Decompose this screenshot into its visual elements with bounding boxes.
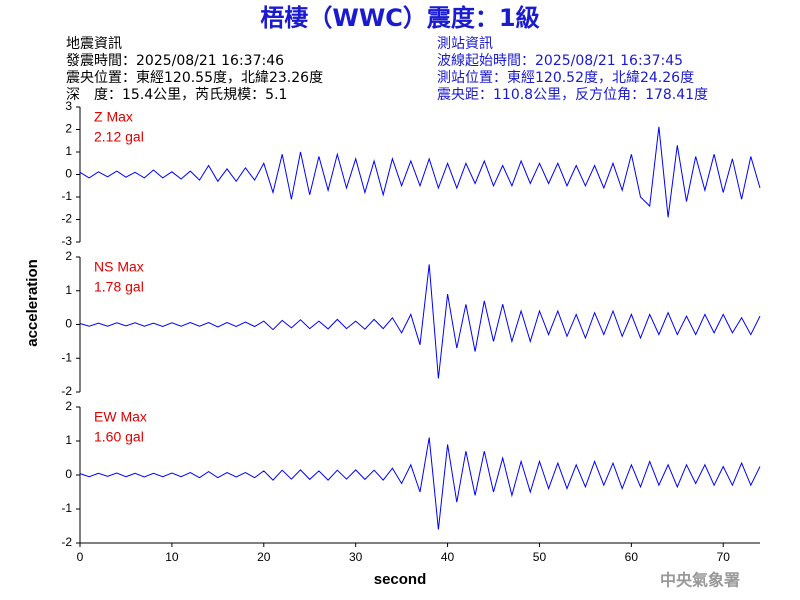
component-name: Z Max xyxy=(94,109,133,125)
waveform xyxy=(79,126,761,218)
chart-title: 梧棲（WWC）震度：1級 xyxy=(260,4,539,32)
station-info-right: 測站資訊 xyxy=(437,36,493,52)
y-tick-label: 0 xyxy=(65,167,72,181)
y-tick-label: 1 xyxy=(65,433,72,447)
y-tick-label: 1 xyxy=(65,283,72,297)
component-max: 2.12 gal xyxy=(94,129,144,145)
x-tick-label: 60 xyxy=(625,550,639,564)
component-max: 1.78 gal xyxy=(94,279,144,295)
station-info-left: 震央位置：東經120.55度，北緯23.26度 xyxy=(66,70,323,86)
station-info-right: 測站位置：東經120.52度，北緯24.26度 xyxy=(437,70,694,86)
x-tick-label: 20 xyxy=(257,550,271,564)
station-info-right: 震央距：110.8公里，反方位角：178.41度 xyxy=(437,87,708,103)
station-info-right: 波線起始時間：2025/08/21 16:37:45 xyxy=(437,53,683,69)
y-tick-label: 1 xyxy=(65,144,72,158)
y-tick-label: -1 xyxy=(61,350,72,364)
x-tick-label: 10 xyxy=(165,550,179,564)
y-tick-label: -2 xyxy=(61,384,72,398)
footer: 中央氣象署 xyxy=(660,571,740,590)
y-tick-label: -2 xyxy=(61,212,72,226)
waveform xyxy=(79,437,761,530)
waveform xyxy=(79,264,761,379)
y-tick-label: -1 xyxy=(61,501,72,515)
component-name: EW Max xyxy=(94,409,147,425)
y-tick-label: -2 xyxy=(61,535,72,549)
x-tick-label: 50 xyxy=(533,550,547,564)
y-tick-label: 2 xyxy=(65,399,72,413)
y-tick-label: 0 xyxy=(65,467,72,481)
y-tick-label: -3 xyxy=(61,234,72,248)
x-tick-label: 40 xyxy=(441,550,455,564)
y-tick-label: 0 xyxy=(65,317,72,331)
component-name: NS Max xyxy=(94,259,144,275)
component-max: 1.60 gal xyxy=(94,429,144,445)
station-info-left: 深 度：15.4公里，芮氏規模：5.1 xyxy=(66,86,287,103)
x-tick-label: 30 xyxy=(349,550,363,564)
x-axis-label: second xyxy=(374,571,427,588)
y-axis-label: acceleration xyxy=(24,259,41,347)
y-tick-label: 2 xyxy=(65,249,72,263)
y-tick-label: 3 xyxy=(65,99,72,113)
station-info-left: 發震時間：2025/08/21 16:37:46 xyxy=(66,53,284,69)
x-tick-label: 0 xyxy=(77,550,84,564)
x-tick-label: 70 xyxy=(717,550,731,564)
y-tick-label: -1 xyxy=(61,189,72,203)
station-info-left: 地震資訊 xyxy=(66,36,122,52)
y-tick-label: 2 xyxy=(65,122,72,136)
